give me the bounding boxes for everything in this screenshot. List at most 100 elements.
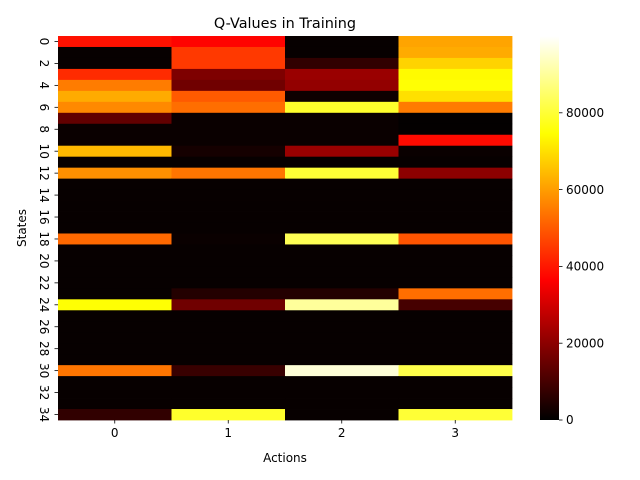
heatmap-cell: [58, 211, 172, 223]
heatmap-cell: [58, 112, 172, 125]
heatmap-cell: [58, 101, 172, 114]
colorbar-tick-label: 20000: [566, 336, 604, 350]
y-tick-label: 20: [37, 253, 51, 268]
heatmap-cell: [285, 68, 399, 81]
heatmap-cell: [171, 222, 286, 234]
heatmap-cell: [58, 145, 172, 158]
heatmap-cell: [58, 90, 172, 103]
heatmap-cell: [398, 387, 513, 399]
heatmap-cell: [58, 409, 172, 421]
heatmap-cell: [285, 332, 399, 344]
heatmap-cell: [171, 145, 286, 158]
y-axis-label: States: [15, 209, 29, 247]
heatmap-cell: [171, 178, 286, 190]
colorbar-ticks: 0 20000 40000 60000 80000: [559, 106, 604, 427]
heatmap-cell: [58, 332, 172, 344]
heatmap-cell: [285, 277, 399, 289]
heatmap-cell: [58, 266, 172, 278]
colorbar-tick-label: 80000: [566, 106, 604, 120]
heatmap-cell: [285, 299, 399, 311]
heatmap-cell: [171, 266, 286, 278]
heatmap-cell: [171, 68, 286, 81]
heatmap-cell: [171, 123, 286, 136]
heatmap-cell: [398, 343, 513, 355]
heatmap-cell: [398, 299, 513, 311]
heatmap-cell: [398, 123, 513, 136]
heatmap-cell: [285, 387, 399, 399]
heatmap-cell: [398, 354, 513, 366]
heatmap-cell: [398, 277, 513, 289]
heatmap-cell: [58, 233, 172, 245]
heatmap-cell: [398, 398, 513, 410]
heatmap-cell: [171, 134, 286, 147]
heatmap-cell: [58, 167, 172, 180]
colorbar-tick-label: 60000: [566, 183, 604, 197]
heatmap-cell: [58, 310, 172, 322]
y-tick-label: 32: [37, 385, 51, 400]
heatmap-cell: [171, 112, 286, 125]
heatmap-cell: [285, 365, 399, 377]
heatmap-cell: [285, 266, 399, 278]
heatmap-cell: [398, 134, 513, 147]
y-tick-label: 18: [37, 231, 51, 246]
heatmap-cell: [285, 211, 399, 223]
heatmap-cell: [398, 178, 513, 190]
heatmap-cell: [285, 398, 399, 410]
heatmap-cell: [398, 167, 513, 180]
heatmap-cell: [58, 134, 172, 147]
y-tick-label: 14: [37, 187, 51, 202]
colorbar-tick-label: 0: [566, 413, 574, 427]
heatmap-cell: [171, 398, 286, 410]
y-tick-label: 10: [37, 144, 51, 159]
heatmap-cell: [171, 255, 286, 267]
heatmap-cell: [285, 354, 399, 366]
heatmap-cell: [58, 343, 172, 355]
heatmap-cell: [58, 79, 172, 92]
heatmap-cell: [398, 156, 513, 169]
heatmap-cell: [58, 288, 172, 300]
y-tick-label: 2: [37, 60, 51, 68]
heatmap-cell: [171, 79, 286, 92]
heatmap-cell: [285, 112, 399, 125]
heatmap-cell: [285, 288, 399, 300]
heatmap-cell: [285, 189, 399, 201]
heatmap-cell: [171, 200, 286, 212]
y-tick-label: 0: [37, 38, 51, 46]
heatmap-cell: [58, 46, 172, 59]
heatmap-cell: [58, 57, 172, 70]
heatmap-cell: [58, 36, 172, 48]
heatmap-cell: [58, 244, 172, 256]
heatmap-cell: [58, 299, 172, 311]
x-axis-label: Actions: [263, 451, 307, 465]
heatmap-cell: [398, 211, 513, 223]
heatmap-cell: [398, 189, 513, 201]
heatmap-cell: [171, 365, 286, 377]
heatmap-cell: [285, 178, 399, 190]
heatmap-cell: [285, 156, 399, 169]
heatmap-cell: [285, 123, 399, 136]
heatmap-cell: [171, 57, 286, 70]
heatmap-cell: [58, 398, 172, 410]
heatmap-cell: [58, 200, 172, 212]
heatmap-cell: [171, 233, 286, 245]
heatmap-cell: [285, 321, 399, 333]
heatmap-cell: [285, 343, 399, 355]
heatmap-cell: [171, 244, 286, 256]
heatmap-cell: [171, 46, 286, 59]
heatmap-cell: [58, 255, 172, 267]
heatmap-cell: [171, 343, 286, 355]
heatmap-cell: [171, 354, 286, 366]
heatmap-cell: [398, 233, 513, 245]
heatmap-cell: [58, 156, 172, 169]
heatmap-cell: [398, 332, 513, 344]
heatmap-cell: [398, 46, 513, 59]
heatmap-cell: [285, 46, 399, 59]
heatmap-cell: [398, 90, 513, 103]
heatmap-cell: [398, 255, 513, 267]
heatmap-cell: [398, 79, 513, 92]
heatmap-cell: [58, 387, 172, 399]
y-tick-label: 8: [37, 125, 51, 133]
heatmap-cell: [398, 57, 513, 70]
y-tick-label: 26: [37, 319, 51, 334]
heatmap-cell: [171, 101, 286, 114]
